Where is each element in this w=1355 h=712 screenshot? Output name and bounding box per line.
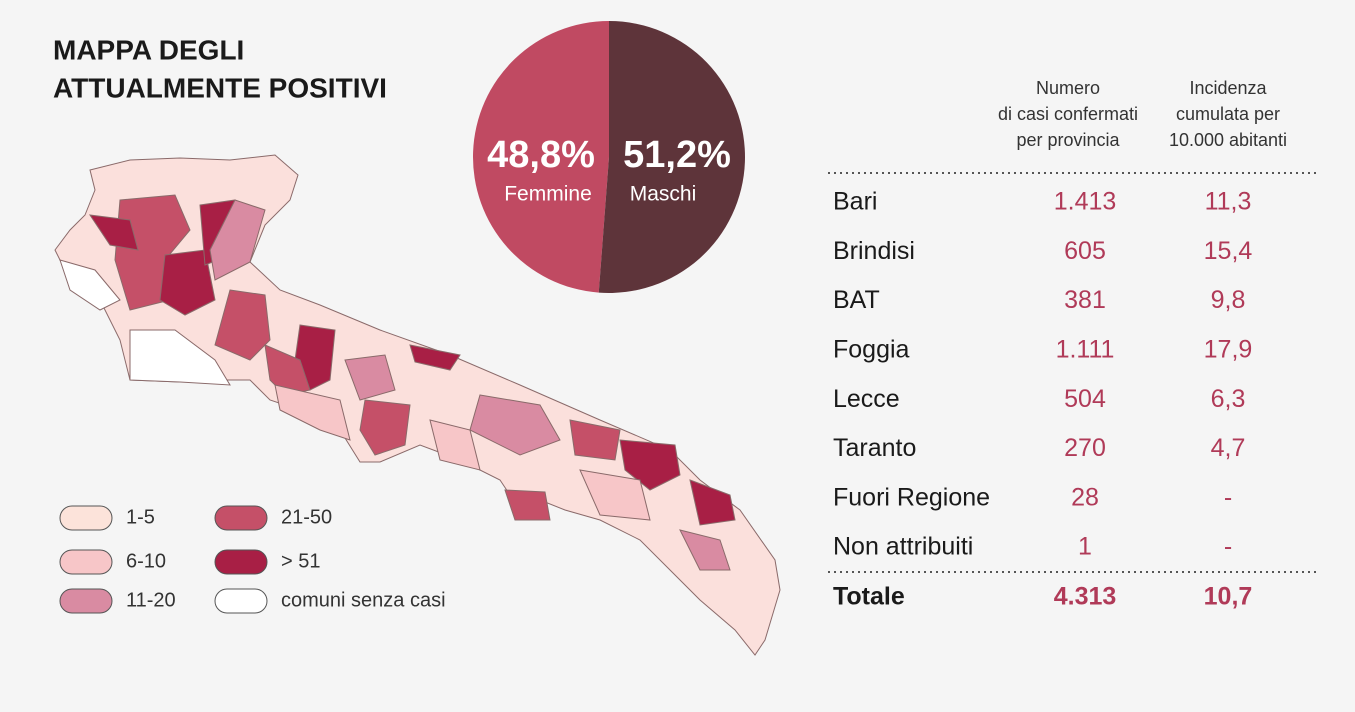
table-value: 9,8 [1211, 286, 1246, 314]
legend-label: 1-5 [126, 506, 155, 528]
column-header: per provincia [1016, 130, 1120, 150]
area [679, 529, 731, 571]
legend-label: 21-50 [281, 506, 332, 528]
pie-value-label: 48,8% [487, 134, 595, 176]
province-name: Fuori Regione [833, 483, 990, 511]
legend-label: comuni senza casi [281, 589, 446, 611]
area [209, 199, 266, 281]
table-value: 605 [1064, 237, 1106, 265]
table: Numero di casi confermati per provincia Inc… [833, 78, 1287, 611]
area [159, 249, 216, 316]
table-value: 504 [1064, 385, 1106, 413]
legend-swatch [214, 588, 268, 614]
table-value: - [1224, 483, 1232, 511]
total-value: 4.313 [1054, 583, 1117, 611]
table-value: 28 [1071, 483, 1099, 511]
area [214, 289, 271, 361]
table-value: 1.111 [1056, 336, 1115, 364]
area [469, 394, 561, 456]
pie-chart: 48,8% Femmine 51,2% Maschi [472, 21, 745, 293]
area [274, 384, 351, 441]
pie-category-label: Femmine [504, 183, 592, 206]
legend-swatch [59, 549, 113, 575]
title: MAPPA DEGLI [53, 34, 244, 65]
province-name: BAT [833, 286, 880, 314]
table-value: 15,4 [1204, 237, 1253, 265]
area [579, 469, 651, 521]
province-name: Taranto [833, 434, 916, 462]
table-value: 270 [1064, 434, 1106, 462]
table-value: - [1224, 533, 1232, 561]
province-name: Lecce [833, 385, 900, 413]
title: ATTUALMENTE POSITIVI [53, 72, 387, 103]
legend-swatch [214, 505, 268, 531]
pie-value-label: 51,2% [623, 134, 731, 176]
province-name: Foggia [833, 336, 910, 364]
area [429, 419, 481, 471]
pie-category-label: Maschi [630, 183, 697, 206]
area [129, 329, 231, 386]
legend-label: 6-10 [126, 550, 166, 572]
area [88, 214, 139, 251]
area [409, 344, 461, 371]
area [59, 259, 121, 311]
total-value: 10,7 [1204, 583, 1253, 611]
province-name: Bari [833, 188, 877, 216]
legend-label: > 51 [281, 550, 320, 572]
pie-slice [472, 21, 609, 293]
table-value: 6,3 [1211, 385, 1246, 413]
table-value: 11,3 [1205, 188, 1252, 216]
column-header: di casi confermati [998, 104, 1138, 124]
area [619, 439, 681, 491]
table-value: 381 [1064, 286, 1106, 314]
table-value: 17,9 [1204, 336, 1253, 364]
legend-label: 11-20 [126, 589, 176, 611]
column-header: cumulata per [1176, 104, 1280, 124]
province-name: Brindisi [833, 237, 915, 265]
area [504, 489, 551, 521]
pie-slice [598, 21, 745, 293]
legend-swatch [214, 549, 268, 575]
table-value: 1.413 [1054, 188, 1117, 216]
legend: 1-5 6-10 11-20 21-50 > 51 comuni senza casi [59, 505, 446, 614]
table-value: 4,7 [1211, 434, 1246, 462]
column-header: 10.000 abitanti [1169, 130, 1287, 150]
column-header: Numero [1036, 78, 1100, 98]
legend-swatch [59, 505, 113, 531]
province-name: Non attribuiti [833, 533, 973, 561]
map [54, 154, 781, 656]
total-label: Totale [833, 583, 905, 611]
area [344, 354, 396, 401]
area [569, 419, 621, 461]
area [689, 479, 736, 526]
table-value: 1 [1078, 533, 1092, 561]
legend-swatch [59, 588, 113, 614]
column-header: Incidenza [1189, 78, 1267, 98]
area [359, 399, 411, 456]
